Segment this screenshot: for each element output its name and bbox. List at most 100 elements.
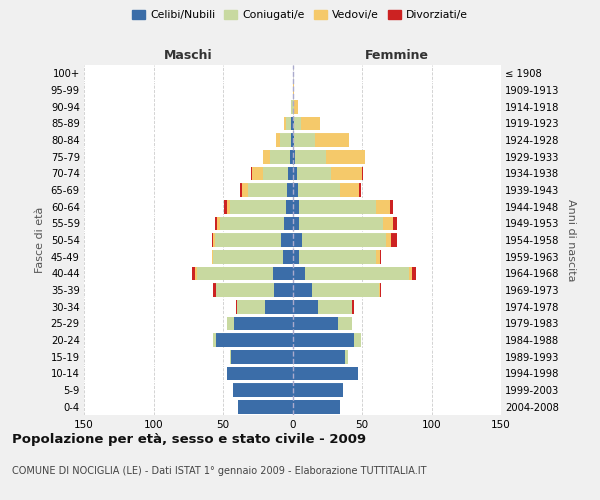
Bar <box>293 200 299 213</box>
Bar <box>215 216 217 230</box>
Bar <box>287 183 293 197</box>
Bar <box>299 200 376 213</box>
Bar <box>265 300 293 314</box>
Bar <box>293 366 358 380</box>
Bar <box>248 183 287 197</box>
Bar <box>280 133 291 147</box>
Bar <box>273 266 293 280</box>
Bar <box>293 150 295 164</box>
Bar <box>291 133 293 147</box>
Bar <box>359 183 361 197</box>
Bar <box>193 266 195 280</box>
Bar <box>289 166 293 180</box>
Text: Maschi: Maschi <box>164 48 212 62</box>
Bar <box>380 283 382 297</box>
Bar <box>380 250 382 264</box>
Bar <box>379 283 380 297</box>
Bar <box>281 233 293 247</box>
Bar <box>252 166 263 180</box>
Bar <box>274 283 293 297</box>
Bar <box>290 150 293 164</box>
Bar <box>331 166 362 180</box>
Bar <box>213 283 216 297</box>
Bar <box>390 200 392 213</box>
Bar <box>409 266 412 280</box>
Bar <box>286 200 293 213</box>
Bar <box>293 400 340 413</box>
Bar <box>376 200 390 213</box>
Bar <box>293 283 312 297</box>
Bar <box>291 100 293 114</box>
Bar <box>237 300 265 314</box>
Bar <box>293 116 294 130</box>
Bar <box>391 233 397 247</box>
Bar <box>317 300 352 314</box>
Bar <box>239 183 242 197</box>
Bar <box>284 216 293 230</box>
Bar <box>293 250 299 264</box>
Legend: Celibi/Nubili, Coniugati/e, Vedovi/e, Divorziati/e: Celibi/Nubili, Coniugati/e, Vedovi/e, Di… <box>128 6 472 25</box>
Bar <box>212 250 213 264</box>
Bar <box>220 216 284 230</box>
Bar <box>299 250 376 264</box>
Bar <box>293 100 294 114</box>
Bar <box>376 250 380 264</box>
Bar <box>293 300 317 314</box>
Bar <box>302 233 386 247</box>
Bar <box>293 316 338 330</box>
Bar <box>216 283 274 297</box>
Bar <box>293 183 298 197</box>
Bar <box>197 266 273 280</box>
Bar <box>230 200 286 213</box>
Bar <box>293 83 294 97</box>
Bar <box>294 133 315 147</box>
Text: Femmine: Femmine <box>365 48 429 62</box>
Bar <box>217 216 220 230</box>
Bar <box>236 300 237 314</box>
Bar <box>412 266 416 280</box>
Bar <box>392 216 397 230</box>
Y-axis label: Anni di nascita: Anni di nascita <box>566 198 577 281</box>
Bar <box>227 366 293 380</box>
Bar <box>293 333 353 347</box>
Bar <box>213 233 215 247</box>
Bar <box>270 150 290 164</box>
Bar <box>234 316 293 330</box>
Bar <box>227 316 234 330</box>
Bar <box>295 150 326 164</box>
Bar <box>230 350 232 364</box>
Bar <box>383 216 392 230</box>
Bar <box>238 400 293 413</box>
Bar <box>312 283 379 297</box>
Bar <box>362 166 364 180</box>
Bar <box>284 116 286 130</box>
Bar <box>286 116 291 130</box>
Bar <box>263 150 270 164</box>
Bar <box>224 200 227 213</box>
Bar <box>232 350 293 364</box>
Bar <box>212 233 213 247</box>
Bar <box>215 233 281 247</box>
Bar <box>263 166 289 180</box>
Bar <box>353 333 361 347</box>
Bar <box>213 250 283 264</box>
Bar <box>276 133 280 147</box>
Bar <box>251 166 252 180</box>
Bar <box>213 333 216 347</box>
Bar <box>299 216 383 230</box>
Bar <box>293 166 296 180</box>
Bar <box>301 116 320 130</box>
Bar <box>291 116 293 130</box>
Bar <box>305 266 409 280</box>
Bar <box>293 233 302 247</box>
Bar <box>293 216 299 230</box>
Bar <box>294 116 301 130</box>
Bar <box>346 350 348 364</box>
Bar <box>293 133 294 147</box>
Bar <box>315 133 349 147</box>
Bar <box>352 300 353 314</box>
Bar <box>242 183 248 197</box>
Bar <box>216 333 293 347</box>
Bar <box>326 150 365 164</box>
Bar <box>293 383 343 397</box>
